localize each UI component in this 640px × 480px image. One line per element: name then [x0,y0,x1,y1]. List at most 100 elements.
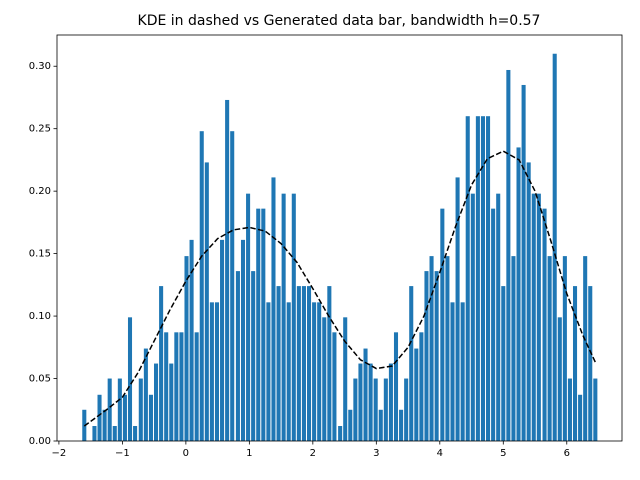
bar [138,378,143,441]
bar [531,193,536,441]
bar [583,256,588,441]
bar [542,208,547,441]
bar [572,286,578,441]
bar [179,332,184,441]
bar [97,394,102,441]
bar [480,116,486,441]
bar [562,256,567,441]
x-tick-label: 0 [183,448,189,459]
bar [450,302,455,441]
bar [496,193,501,441]
plot-frame [56,34,623,442]
bar [230,131,235,441]
bar [491,208,496,441]
bar [404,378,409,441]
y-tick-label: 0.05 [29,374,51,385]
bar [338,426,343,441]
bar [475,116,480,441]
y-tick-label: 0.25 [29,124,51,135]
bar [92,426,97,441]
bar [409,286,414,441]
bar [547,256,552,441]
x-tick-label: 6 [564,448,570,459]
bar [327,286,332,441]
bar [256,208,261,441]
bar [122,394,127,441]
x-tick-label: 4 [437,448,443,459]
bar [322,317,327,441]
bar [174,332,179,441]
y-tick-label: 0.30 [29,61,51,72]
bar [506,69,511,442]
bar [261,208,266,441]
bar [246,193,251,441]
bar [184,256,189,441]
bar [536,193,541,441]
bar [434,271,439,441]
bar [159,286,164,441]
bar [209,302,214,441]
bar [127,317,133,441]
bar [143,348,148,441]
bar [317,302,322,441]
bar [235,271,240,441]
bar [419,332,424,441]
bar [557,317,562,441]
bar [465,116,470,441]
bar [353,378,358,441]
bar [383,378,388,441]
y-tick-label: 0.00 [29,436,51,447]
bar [291,193,296,441]
bar [511,256,516,441]
x-tick-label: 1 [246,448,252,459]
bar [332,332,337,441]
bar [368,363,373,441]
y-tick-label: 0.15 [29,249,51,260]
bar [593,378,598,441]
bar [301,286,306,441]
x-tick-label: −2 [52,448,67,459]
bar [204,162,209,441]
bar [148,394,153,441]
x-tick-label: 2 [310,448,316,459]
bar [306,286,312,441]
bar [133,426,138,441]
bar [388,363,393,441]
bar [112,426,117,441]
bar [225,99,230,442]
bar [445,256,450,441]
bar [154,363,159,441]
bar [164,332,169,441]
bar [516,147,521,441]
bar [194,332,199,441]
bar [358,363,363,441]
bar [460,302,465,441]
bar [429,256,434,441]
bar [271,177,276,442]
bar [470,193,475,441]
bar [526,162,531,441]
y-tick-label: 0.20 [29,186,51,197]
x-tick-label: −1 [115,448,130,459]
y-tick-label: 0.10 [29,311,51,322]
bar [220,239,225,441]
bar [440,208,445,441]
bar [399,409,404,441]
bar [578,394,583,441]
bar [552,53,557,441]
bar [486,116,491,441]
kde-line [83,150,597,427]
bar [169,363,174,441]
bar [199,131,204,441]
bar [286,302,291,441]
bar [588,286,593,441]
bar [189,239,194,441]
bar [378,409,383,441]
bar [266,302,271,441]
bar [501,286,506,441]
bar [521,84,526,441]
bar [296,286,301,441]
bar [455,177,460,442]
bar [393,332,399,441]
